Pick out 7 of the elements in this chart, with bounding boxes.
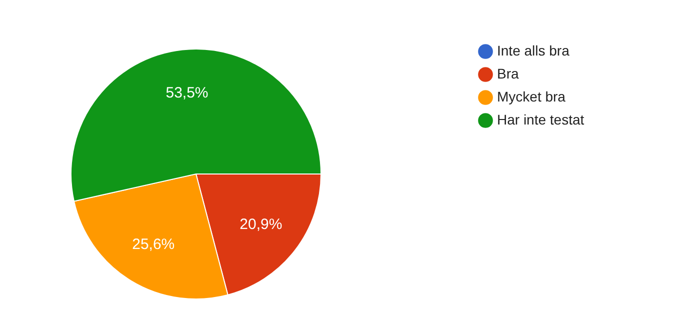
data-label: 53,5% xyxy=(166,84,208,102)
data-label: 25,6% xyxy=(132,236,175,254)
legend-label: Inte alls bra xyxy=(497,42,570,58)
data-label: 20,9% xyxy=(240,216,282,234)
legend-label: Bra xyxy=(497,66,519,82)
legend-label: Har inte testat xyxy=(497,112,584,128)
legend-label: Mycket bra xyxy=(497,88,566,104)
